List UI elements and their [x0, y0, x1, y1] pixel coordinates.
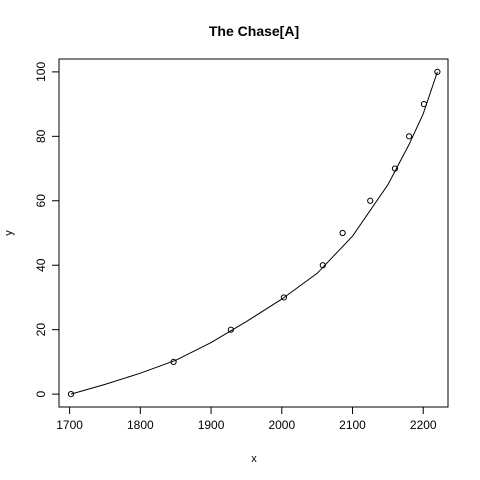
- x-tick-label: 1800: [127, 418, 154, 432]
- x-tick-label: 1700: [56, 418, 83, 432]
- y-tick-label: 40: [34, 258, 48, 272]
- data-point: [420, 101, 428, 108]
- y-tick-label: 100: [34, 62, 48, 82]
- x-tick-label: 2000: [268, 418, 295, 432]
- x-tick-label: 2100: [339, 418, 366, 432]
- data-point: [339, 229, 346, 237]
- data-point: [319, 262, 326, 269]
- plot-area-frame: [58, 58, 449, 408]
- data-point: [170, 358, 177, 365]
- x-tick-label: 1900: [198, 418, 225, 432]
- y-tick-label: 60: [34, 194, 48, 208]
- data-point: [434, 68, 441, 75]
- data-points-layer: [67, 68, 441, 398]
- data-point: [227, 326, 234, 333]
- chart-title: The Chase[A]: [209, 23, 299, 39]
- x-axis: 1700 1800 1900 2000 2100 2200: [56, 406, 437, 432]
- x-axis-label: x: [251, 453, 257, 465]
- data-point: [280, 294, 288, 301]
- data-point: [391, 165, 399, 172]
- fitted-curve-layer: [70, 71, 438, 395]
- fitted-curve: [70, 71, 438, 395]
- y-tick-label: 80: [34, 129, 48, 143]
- data-point: [406, 133, 413, 140]
- y-axis: 0 20 40 60 80 100: [34, 62, 60, 397]
- x-tick-label: 2200: [410, 418, 437, 432]
- y-axis-label: y: [3, 230, 15, 236]
- y-tick-label: 20: [34, 323, 48, 337]
- y-tick-label: 0: [34, 390, 48, 397]
- data-point: [367, 197, 374, 204]
- data-point: [67, 391, 75, 398]
